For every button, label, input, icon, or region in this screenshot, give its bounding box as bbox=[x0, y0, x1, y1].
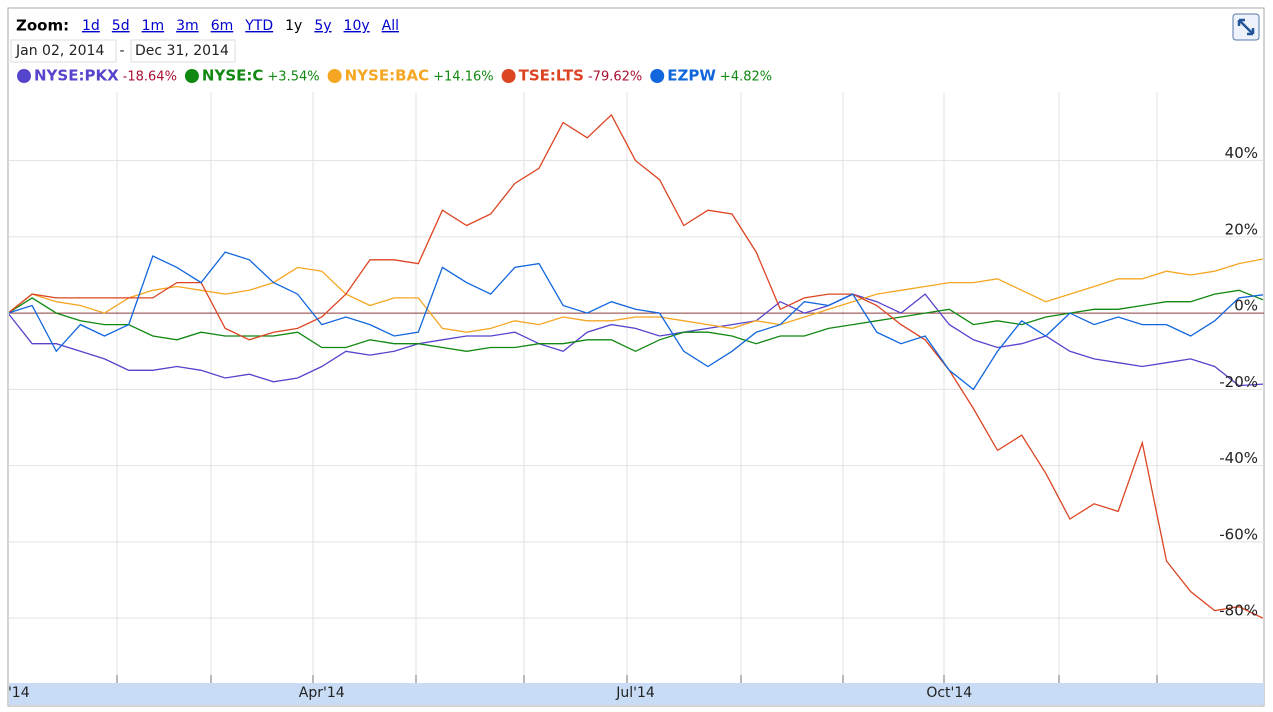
series-line bbox=[9, 258, 1264, 333]
legend-change: +14.16% bbox=[433, 70, 493, 85]
y-tick-label: -60% bbox=[1219, 525, 1258, 543]
legend-label[interactable]: NYSE:BAC bbox=[345, 67, 430, 85]
chart-frame bbox=[7, 7, 1265, 707]
legend-label[interactable]: NYSE:C bbox=[202, 67, 263, 85]
zoom-option[interactable]: 1d bbox=[82, 18, 100, 34]
y-tick-label: 20% bbox=[1225, 220, 1258, 238]
legend-change: +4.82% bbox=[720, 70, 772, 85]
y-tick-label: -20% bbox=[1219, 373, 1258, 391]
series-line bbox=[9, 289, 1264, 353]
legend-change: -18.64% bbox=[123, 70, 177, 85]
zoom-option[interactable]: 5y bbox=[314, 18, 331, 34]
series-line bbox=[9, 293, 1264, 387]
zoom-option[interactable]: 5d bbox=[112, 18, 130, 34]
expand-icon[interactable] bbox=[1237, 18, 1255, 36]
legend-label[interactable]: EZPW bbox=[667, 67, 716, 85]
series-line bbox=[9, 251, 1264, 391]
series-line bbox=[9, 113, 1264, 619]
legend-label[interactable]: NYSE:PKX bbox=[34, 67, 119, 85]
expand-button[interactable] bbox=[1232, 13, 1260, 41]
date-from[interactable]: Jan 02, 2014 bbox=[15, 43, 104, 59]
legend-change: +3.54% bbox=[267, 70, 319, 85]
legend-label[interactable]: TSE:LTS bbox=[519, 67, 584, 85]
y-tick-label: 0% bbox=[1234, 297, 1258, 315]
date-box[interactable] bbox=[130, 39, 236, 63]
x-tick-label: Jul'14 bbox=[615, 685, 655, 701]
date-separator: - bbox=[119, 43, 124, 59]
date-box[interactable] bbox=[10, 39, 117, 63]
x-tick-label: Oct'14 bbox=[926, 685, 972, 701]
y-tick-label: -80% bbox=[1219, 602, 1258, 620]
legend-marker[interactable] bbox=[184, 69, 199, 83]
legend-marker[interactable] bbox=[327, 69, 342, 83]
plot-area bbox=[9, 113, 1264, 619]
zoom-option[interactable]: 6m bbox=[211, 18, 234, 34]
date-to[interactable]: Dec 31, 2014 bbox=[135, 43, 229, 59]
zoom-option[interactable]: 10y bbox=[344, 18, 370, 34]
header: Zoom: Jan 02, 2014 - Dec 31, 2014 1d 5d 1m… bbox=[10, 17, 772, 85]
legend-change: -79.62% bbox=[588, 70, 642, 85]
zoom-option[interactable]: 3m bbox=[176, 18, 199, 34]
x-axis: Jan'14 Apr'14 Jul'14 Oct'14 bbox=[0, 685, 972, 701]
x-tick-label: Jan'14 bbox=[0, 685, 30, 701]
zoom-label: Zoom: bbox=[16, 17, 69, 35]
zoom-option[interactable]: 1m bbox=[142, 18, 165, 34]
y-tick-label: 40% bbox=[1225, 144, 1258, 162]
legend-marker[interactable] bbox=[17, 69, 31, 83]
legend-marker[interactable] bbox=[650, 69, 665, 83]
y-tick-label: -40% bbox=[1219, 449, 1258, 467]
zoom-option[interactable]: YTD bbox=[244, 18, 273, 34]
legend-marker[interactable] bbox=[501, 69, 516, 83]
x-tick-label: Apr'14 bbox=[299, 685, 345, 701]
zoom-option[interactable]: All bbox=[382, 18, 399, 34]
zoom-option: 1y bbox=[285, 18, 302, 34]
x-axis-band bbox=[9, 683, 1264, 705]
